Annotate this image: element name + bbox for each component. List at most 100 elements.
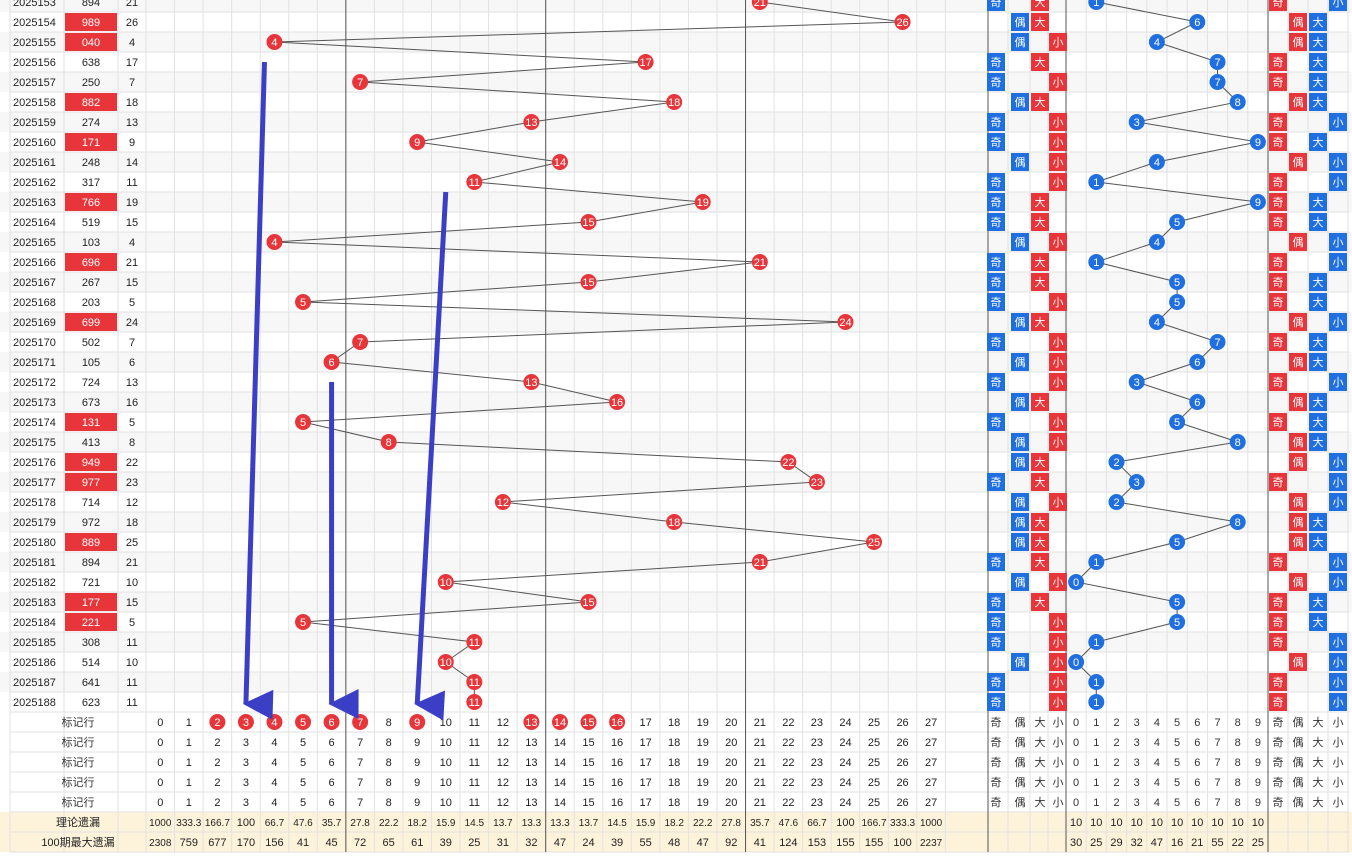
marker-span-size: 大: [1313, 795, 1324, 809]
span-ball-label: 5: [1174, 217, 1180, 229]
sum-ball: [352, 334, 369, 350]
stat-sum-value: 41: [297, 837, 309, 849]
span-parity-label: 奇: [1273, 416, 1284, 429]
span-parity-cell: [1289, 13, 1307, 31]
issue-number: 2025155: [13, 37, 56, 49]
parity-label: 偶: [1015, 516, 1026, 529]
marker-value: 20: [725, 737, 737, 749]
size-cell: [1049, 333, 1067, 351]
marker-span-value: 5: [1174, 777, 1180, 789]
size-label: 小: [1053, 156, 1064, 169]
marker-value: 10: [440, 777, 452, 789]
span-size-cell: [1309, 413, 1327, 431]
span-size-cell: [1309, 333, 1327, 351]
marker-span-parity: 奇: [1273, 736, 1284, 749]
span-ball: [1169, 414, 1186, 430]
marker-value: 3: [243, 717, 249, 729]
span-ball: [1108, 454, 1125, 470]
stat-span-value: 10: [1191, 817, 1203, 829]
marker-value: 19: [697, 717, 709, 729]
span-ball-label: 8: [1235, 517, 1241, 529]
marker-span-value: 5: [1174, 717, 1180, 729]
sum-ball: [780, 454, 797, 470]
marker-value: 3: [243, 737, 249, 749]
marker-span-value: 7: [1214, 757, 1220, 769]
span-parity-label: 奇: [1273, 476, 1284, 489]
span-ball: [1169, 614, 1186, 630]
span-parity-label: 偶: [1293, 496, 1304, 509]
sum-value: 10: [126, 657, 138, 669]
size-label: 大: [1035, 475, 1046, 489]
marker-span-value: 6: [1194, 777, 1200, 789]
sum-ball: [437, 574, 454, 590]
span-parity-cell: [1289, 533, 1307, 551]
marker-value: 6: [329, 737, 335, 749]
marker-span-value: 3: [1134, 757, 1140, 769]
parity-cell: [1011, 533, 1029, 551]
marker-span-value: 0: [1073, 797, 1079, 809]
row-band: [0, 372, 1352, 392]
marker-value: 7: [357, 757, 363, 769]
marker-value: 18: [668, 777, 680, 789]
marker-value: 12: [497, 737, 509, 749]
stat-sum-value: 18.2: [407, 818, 427, 829]
span-ball-label: 3: [1134, 117, 1140, 129]
span-parity-cell: [1289, 153, 1307, 171]
stat-row-label: 理论遗漏: [56, 815, 100, 829]
marker-span-parity: 偶: [1293, 716, 1304, 729]
span-size-cell: [1309, 293, 1327, 311]
marker-span-value: 9: [1255, 737, 1261, 749]
marker-value: 18: [668, 797, 680, 809]
parity-cell: [987, 633, 1005, 651]
size-cell: [1049, 353, 1067, 371]
sum-value: 10: [126, 577, 138, 589]
marker-span-parity: 奇: [1273, 776, 1284, 789]
issue-number: 2025176: [13, 457, 56, 469]
marker-span-value: 2: [1113, 757, 1119, 769]
draw-number: 724: [82, 377, 100, 389]
parity-cell: [1011, 493, 1029, 511]
marker-span-value: 8: [1235, 717, 1241, 729]
draw-number: 317: [82, 177, 100, 189]
issue-number: 2025188: [13, 697, 56, 709]
span-ball-label: 7: [1214, 337, 1220, 349]
marker-ball: [209, 714, 226, 730]
span-size-label: 大: [1313, 135, 1324, 149]
span-ball: [1148, 154, 1165, 170]
size-cell: [1031, 593, 1049, 611]
span-ball-label: 3: [1134, 377, 1140, 389]
sum-value: 21: [126, 0, 138, 9]
footer-band: [0, 812, 1352, 832]
span-parity-cell: [1269, 193, 1287, 211]
span-size-cell: [1309, 533, 1327, 551]
draw-number: 203: [82, 297, 100, 309]
marker-parity: 奇: [991, 796, 1002, 809]
stat-sum-value: 27.8: [722, 818, 742, 829]
annotation-arrow: [242, 61, 274, 720]
marker-value: 4: [271, 777, 277, 789]
span-parity-label: 偶: [1293, 576, 1304, 589]
sum-ball: [466, 634, 483, 650]
span-ball-label: 1: [1093, 177, 1099, 189]
span-size-label: 小: [1333, 0, 1344, 9]
marker-value: 21: [754, 757, 766, 769]
span-parity-label: 偶: [1293, 236, 1304, 249]
marker-value: 11: [469, 797, 480, 809]
span-ball-label: 2: [1113, 457, 1119, 469]
draw-number: 250: [82, 77, 100, 89]
marker-value: 14: [554, 737, 566, 749]
marker-span-value: 6: [1194, 797, 1200, 809]
stat-sum-value: 35.7: [322, 818, 342, 829]
span-ball: [1169, 534, 1186, 550]
marker-value: 0: [157, 737, 163, 749]
marker-span-value: 6: [1194, 737, 1200, 749]
sum-ball-label: 4: [271, 237, 277, 249]
parity-cell: [987, 673, 1005, 691]
parity-label: 偶: [1015, 236, 1026, 249]
stat-span-value: 10: [1090, 817, 1102, 829]
marker-value: 0: [157, 717, 163, 729]
span-size-label: 小: [1333, 256, 1344, 269]
stat-sum-value: 15.9: [436, 818, 456, 829]
marker-value: 13: [525, 777, 537, 789]
